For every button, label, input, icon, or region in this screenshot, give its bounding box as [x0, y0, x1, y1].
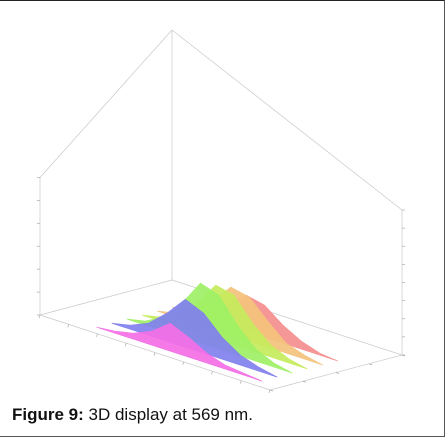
- chart-3d: [37, 29, 406, 394]
- depth-tick: [368, 363, 373, 366]
- top-back-edge: [171, 29, 403, 211]
- tick-marks: [37, 177, 406, 394]
- depth-tick: [401, 354, 406, 357]
- top-left-edge: [39, 29, 173, 178]
- series-group: [96, 282, 339, 382]
- floor-left-edge: [39, 279, 173, 316]
- x-tick: [239, 380, 242, 384]
- x-tick: [268, 389, 271, 394]
- series-ribbon: [111, 298, 278, 378]
- x-tick: [153, 352, 156, 356]
- x-tick: [124, 343, 127, 347]
- caption-text: 3D display at 569 nm.: [83, 405, 253, 424]
- x-tick: [182, 361, 185, 365]
- figure-caption: Figure 9: 3D display at 569 nm.: [12, 405, 253, 425]
- x-tick: [67, 324, 70, 328]
- caption-label: Figure 9:: [12, 405, 84, 424]
- depth-tick: [335, 372, 340, 374]
- depth-tick: [302, 380, 307, 383]
- depth-tick: [269, 389, 274, 392]
- x-tick: [38, 314, 41, 319]
- series-ribbon: [96, 322, 263, 382]
- x-tick: [96, 333, 98, 337]
- x-tick: [211, 371, 213, 375]
